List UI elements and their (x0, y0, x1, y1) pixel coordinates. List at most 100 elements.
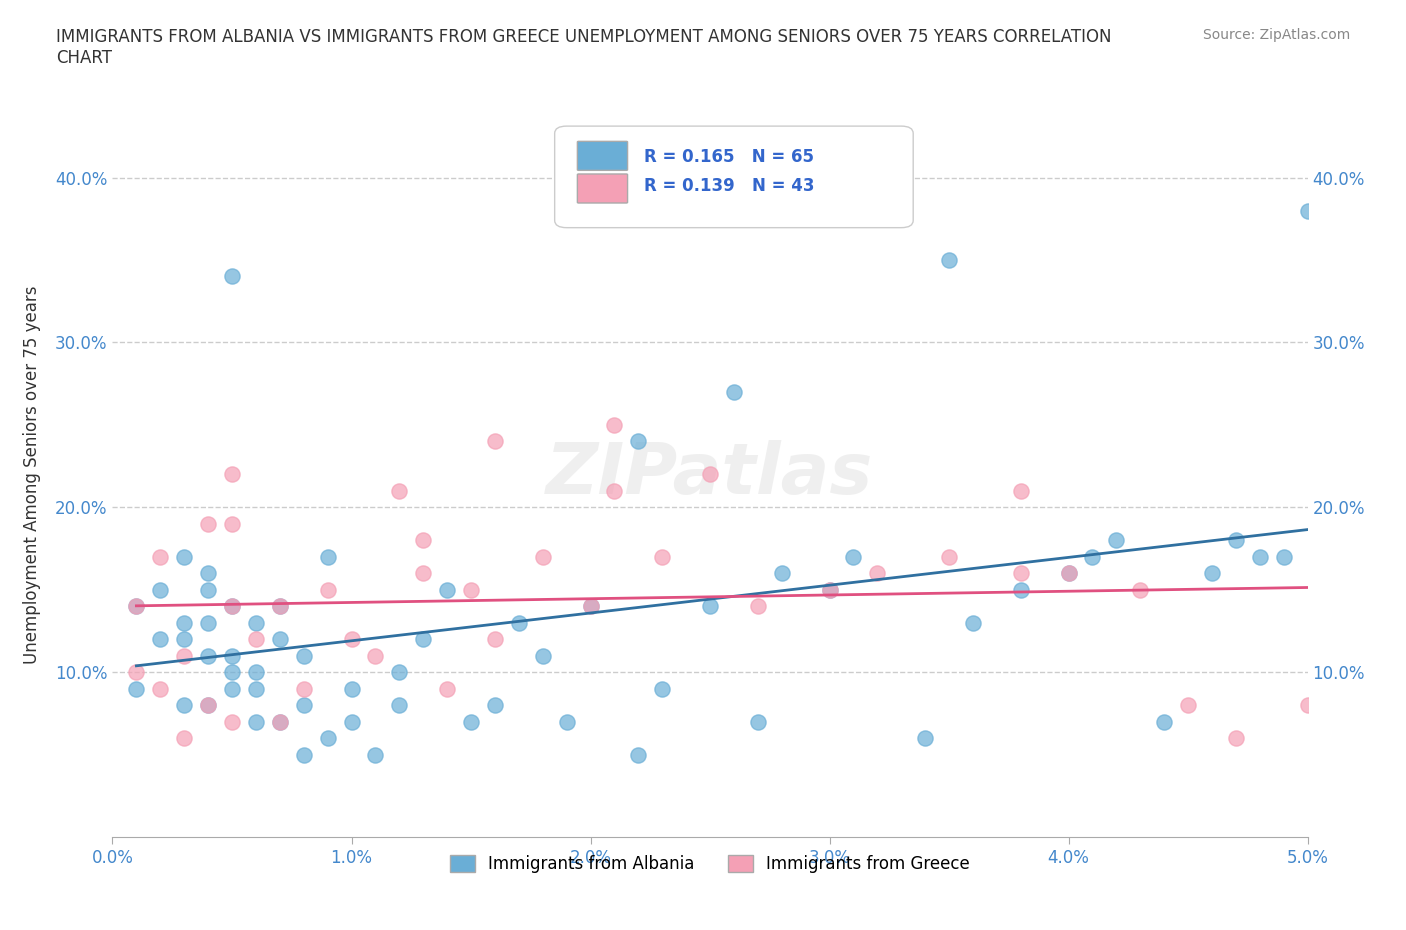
FancyBboxPatch shape (578, 174, 627, 203)
Immigrants from Greece (484, 631, 506, 646)
Immigrants from Greece (197, 516, 219, 531)
Immigrants from Albania (197, 698, 219, 712)
Immigrants from Albania (842, 550, 865, 565)
Immigrants from Albania (269, 714, 291, 729)
Immigrants from Albania (962, 616, 984, 631)
Immigrants from Albania (388, 665, 411, 680)
Immigrants from Greece (1010, 565, 1032, 580)
Immigrants from Albania (508, 616, 530, 631)
Immigrants from Albania (292, 698, 315, 712)
Text: R = 0.165   N = 65: R = 0.165 N = 65 (644, 148, 814, 166)
Immigrants from Albania (1296, 203, 1319, 218)
Immigrants from Albania (1010, 582, 1032, 597)
Immigrants from Albania (149, 631, 172, 646)
FancyBboxPatch shape (578, 141, 627, 170)
Immigrants from Greece (1057, 565, 1080, 580)
Immigrants from Albania (245, 714, 267, 729)
Immigrants from Greece (149, 550, 172, 565)
Immigrants from Greece (316, 582, 339, 597)
Immigrants from Albania (1201, 565, 1223, 580)
Immigrants from Greece (531, 550, 554, 565)
Immigrants from Greece (484, 434, 506, 449)
Immigrants from Albania (245, 616, 267, 631)
Immigrants from Albania (340, 681, 363, 696)
Immigrants from Greece (221, 467, 243, 482)
Immigrants from Greece (221, 599, 243, 614)
Text: R = 0.139   N = 43: R = 0.139 N = 43 (644, 177, 815, 194)
Immigrants from Albania (699, 599, 721, 614)
Immigrants from Albania (149, 582, 172, 597)
Immigrants from Greece (173, 648, 195, 663)
Immigrants from Albania (221, 681, 243, 696)
Immigrants from Albania (221, 269, 243, 284)
Immigrants from Greece (436, 681, 458, 696)
Immigrants from Albania (1105, 533, 1128, 548)
Immigrants from Albania (125, 681, 148, 696)
Immigrants from Greece (412, 533, 434, 548)
Immigrants from Greece (1177, 698, 1199, 712)
Immigrants from Greece (460, 582, 482, 597)
Immigrants from Albania (914, 731, 936, 746)
Immigrants from Albania (627, 747, 650, 762)
Immigrants from Albania (436, 582, 458, 597)
FancyBboxPatch shape (554, 126, 914, 228)
Immigrants from Albania (316, 550, 339, 565)
Immigrants from Greece (292, 681, 315, 696)
Immigrants from Albania (1225, 533, 1247, 548)
Immigrants from Albania (197, 582, 219, 597)
Immigrants from Albania (388, 698, 411, 712)
Immigrants from Greece (1296, 698, 1319, 712)
Immigrants from Greece (938, 550, 960, 565)
Immigrants from Albania (627, 434, 650, 449)
Immigrants from Greece (364, 648, 387, 663)
Immigrants from Albania (938, 253, 960, 268)
Immigrants from Greece (603, 418, 626, 432)
Legend: Immigrants from Albania, Immigrants from Greece: Immigrants from Albania, Immigrants from… (443, 848, 977, 880)
Immigrants from Albania (245, 681, 267, 696)
Immigrants from Greece (1225, 731, 1247, 746)
Text: IMMIGRANTS FROM ALBANIA VS IMMIGRANTS FROM GREECE UNEMPLOYMENT AMONG SENIORS OVE: IMMIGRANTS FROM ALBANIA VS IMMIGRANTS FR… (56, 28, 1112, 67)
Text: ZIPatlas: ZIPatlas (547, 440, 873, 509)
Immigrants from Greece (818, 582, 841, 597)
Immigrants from Albania (484, 698, 506, 712)
Immigrants from Albania (269, 599, 291, 614)
Immigrants from Greece (197, 698, 219, 712)
Immigrants from Greece (1010, 484, 1032, 498)
Immigrants from Greece (149, 681, 172, 696)
Immigrants from Albania (770, 565, 793, 580)
Immigrants from Albania (197, 616, 219, 631)
Immigrants from Albania (292, 747, 315, 762)
Immigrants from Albania (197, 565, 219, 580)
Y-axis label: Unemployment Among Seniors over 75 years: Unemployment Among Seniors over 75 years (24, 286, 41, 663)
Immigrants from Albania (245, 665, 267, 680)
Immigrants from Albania (579, 599, 602, 614)
Immigrants from Greece (221, 516, 243, 531)
Immigrants from Greece (747, 599, 769, 614)
Immigrants from Greece (245, 631, 267, 646)
Immigrants from Albania (221, 648, 243, 663)
Immigrants from Albania (197, 648, 219, 663)
Immigrants from Greece (412, 565, 434, 580)
Immigrants from Albania (1272, 550, 1295, 565)
Immigrants from Albania (555, 714, 578, 729)
Immigrants from Greece (1129, 582, 1152, 597)
Immigrants from Albania (651, 681, 673, 696)
Immigrants from Albania (125, 599, 148, 614)
Immigrants from Albania (292, 648, 315, 663)
Immigrants from Albania (221, 599, 243, 614)
Immigrants from Greece (579, 599, 602, 614)
Immigrants from Greece (651, 550, 673, 565)
Immigrants from Albania (1153, 714, 1175, 729)
Immigrants from Albania (723, 384, 745, 399)
Immigrants from Albania (340, 714, 363, 729)
Immigrants from Greece (699, 467, 721, 482)
Immigrants from Greece (173, 731, 195, 746)
Immigrants from Albania (1057, 565, 1080, 580)
Immigrants from Albania (364, 747, 387, 762)
Immigrants from Albania (1249, 550, 1271, 565)
Immigrants from Greece (388, 484, 411, 498)
Immigrants from Albania (460, 714, 482, 729)
Immigrants from Albania (173, 616, 195, 631)
Text: Source: ZipAtlas.com: Source: ZipAtlas.com (1202, 28, 1350, 42)
Immigrants from Albania (412, 631, 434, 646)
